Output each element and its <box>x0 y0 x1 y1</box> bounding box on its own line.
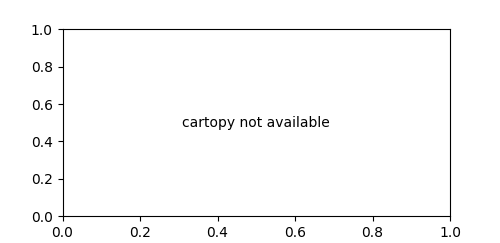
Text: cartopy not available: cartopy not available <box>182 116 330 130</box>
